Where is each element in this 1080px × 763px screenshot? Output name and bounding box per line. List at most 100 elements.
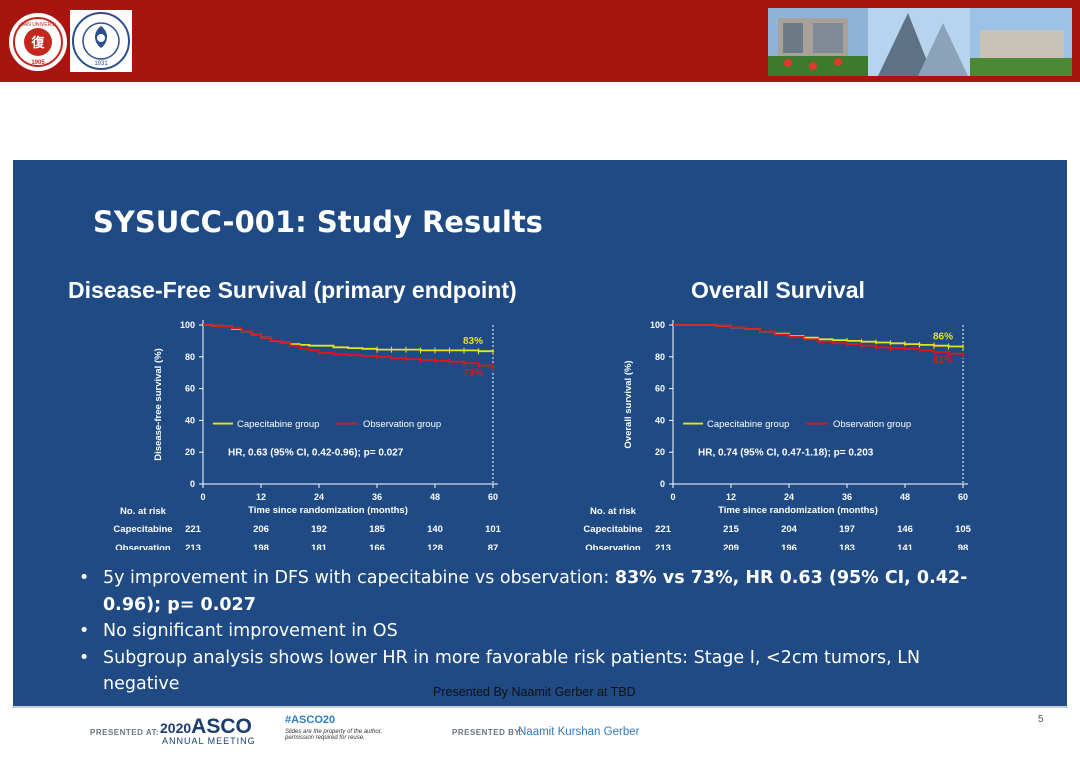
x-tick-label: 0: [200, 492, 205, 502]
observation-end-label: 73%: [463, 368, 483, 379]
risk-cell: 185: [369, 524, 386, 535]
x-tick-label: 24: [784, 492, 794, 502]
os-chart: 0 20 40 60 80 100 0 12 24 36 48 60 Time since random…: [583, 320, 972, 550]
hazard-ratio-text: HR, 0.74 (95% CI, 0.47-1.18); p= 0.203: [698, 447, 874, 458]
dfs-title: Disease-Free Survival (primary endpoint): [68, 277, 517, 303]
svg-text:1905: 1905: [31, 60, 45, 66]
x-tick-label: 0: [670, 492, 675, 502]
legend-capecitabine-label: Capecitabine group: [707, 419, 789, 430]
svg-text:FUDAN UNIVERSITY: FUDAN UNIVERSITY: [14, 22, 63, 28]
capecitabine-end-label: 83%: [463, 336, 483, 347]
x-tick-label: 60: [488, 492, 498, 502]
risk-cell: 140: [427, 524, 443, 535]
x-tick-label: 12: [726, 492, 736, 502]
cancer-center-logo: 1931: [70, 10, 132, 72]
y-tick-label: 80: [655, 352, 665, 362]
campus-photos: [768, 8, 1072, 76]
y-tick-label: 40: [655, 415, 665, 425]
bullet-item: 5y improvement in DFS with capecitabine …: [75, 565, 975, 618]
risk-cell: 166: [369, 543, 385, 550]
footer-divider: [12, 706, 1068, 708]
x-axis-label: Time since randomization (months): [248, 505, 408, 516]
dfs-chart: 0 20 40 60 80 100 0 12 24 36 48 60 Time since random…: [113, 320, 502, 550]
page-number: 5: [1038, 714, 1044, 725]
risk-table-header: No. at risk: [120, 506, 167, 517]
header-bar: 復 FUDAN UNIVERSITY 1905 1931: [0, 0, 1080, 82]
legend-capecitabine-label: Capecitabine group: [237, 419, 319, 430]
risk-cell: 209: [723, 543, 739, 550]
capecitabine-end-label: 86%: [933, 331, 953, 342]
bullet-list: 5y improvement in DFS with capecitabine …: [75, 565, 975, 698]
legend-observation-label: Observation group: [363, 419, 441, 430]
presented-by-watermark: Presented By Naamit Gerber at TBD: [433, 685, 636, 699]
risk-cell: 215: [723, 524, 740, 535]
legend-observation-label: Observation group: [833, 419, 911, 430]
risk-cell: 183: [839, 543, 855, 550]
slide-title: SYSUCC-001: Study Results: [93, 205, 543, 239]
risk-cell: 87: [488, 543, 499, 550]
risk-cell: 204: [781, 524, 798, 535]
y-tick-label: 100: [650, 320, 665, 330]
y-tick-label: 0: [660, 479, 665, 489]
x-tick-label: 12: [256, 492, 266, 502]
asco-name: ASCO: [191, 715, 252, 738]
asco-logo: 2020ASCO: [160, 715, 252, 739]
risk-cell: 198: [253, 543, 269, 550]
svg-text:復: 復: [30, 35, 45, 50]
y-tick-label: 0: [190, 479, 195, 489]
svg-text:1931: 1931: [94, 61, 108, 67]
asco-year: 2020: [160, 720, 192, 736]
x-axis-label: Time since randomization (months): [718, 505, 878, 516]
y-axis-label: Disease-free survival (%): [153, 348, 164, 460]
hazard-ratio-text: HR, 0.63 (95% CI, 0.42-0.96); p= 0.027: [228, 447, 404, 458]
presented-by-label: PRESENTED BY:: [452, 728, 523, 737]
y-tick-label: 40: [185, 415, 195, 425]
risk-cell: 197: [839, 524, 855, 535]
slide-ownership-note: Slides are the property of the author, pe…: [285, 729, 382, 741]
risk-cell: 213: [655, 543, 671, 550]
bullet-1-bold: 83% vs 73%, HR 0.63 (95% CI, 0.42-0.96);…: [103, 568, 968, 615]
x-tick-label: 48: [430, 492, 440, 502]
y-tick-label: 60: [185, 384, 195, 394]
y-tick-label: 20: [185, 447, 195, 457]
risk-cell: 128: [427, 543, 443, 550]
risk-row-label: Capecitabine: [583, 524, 642, 535]
risk-cell: 141: [897, 543, 914, 550]
presenter-name: Naamit Kurshan Gerber: [518, 726, 640, 738]
bullet-3-text: Subgroup analysis shows lower HR in more…: [103, 647, 921, 695]
y-tick-label: 80: [185, 352, 195, 362]
x-tick-label: 36: [842, 492, 852, 502]
risk-cell: 196: [781, 543, 797, 550]
risk-cell: 146: [897, 524, 913, 535]
x-tick-label: 48: [900, 492, 910, 502]
bullet-2-text: No significant improvement in OS: [103, 621, 398, 641]
hashtag: #ASCO20: [285, 714, 336, 726]
x-tick-label: 24: [314, 492, 324, 502]
observation-end-label: 81%: [933, 355, 953, 366]
note-line-2: permission required for reuse.: [285, 735, 365, 741]
fudan-university-logo: 復 FUDAN UNIVERSITY 1905: [9, 13, 67, 71]
risk-cell: 213: [185, 543, 201, 550]
x-tick-label: 36: [372, 492, 382, 502]
note-line-1: Slides are the property of the author,: [285, 729, 383, 735]
y-tick-label: 100: [180, 320, 195, 330]
x-tick-label: 60: [958, 492, 968, 502]
bullet-item: No significant improvement in OS: [75, 618, 975, 645]
risk-row-label: Observation: [585, 543, 641, 550]
slide-panel: SYSUCC-001: Study Results Disease-Free S…: [13, 160, 1067, 706]
bullet-item: Subgroup analysis shows lower HR in more…: [75, 645, 975, 698]
os-title: Overall Survival: [691, 277, 865, 303]
risk-cell: 206: [253, 524, 269, 535]
presented-at-label: PRESENTED AT:: [90, 728, 160, 737]
risk-cell: 221: [185, 524, 202, 535]
risk-cell: 101: [485, 524, 502, 535]
y-tick-label: 60: [655, 384, 665, 394]
risk-cell: 105: [955, 524, 972, 535]
asco-annual-meeting: ANNUAL MEETING: [162, 736, 256, 746]
risk-row-label: Capecitabine: [113, 524, 172, 535]
y-tick-label: 20: [655, 447, 665, 457]
bullet-1-text: 5y improvement in DFS with capecitabine …: [103, 568, 615, 588]
risk-cell: 98: [958, 543, 969, 550]
risk-table-header: No. at risk: [590, 506, 637, 517]
risk-cell: 192: [311, 524, 327, 535]
